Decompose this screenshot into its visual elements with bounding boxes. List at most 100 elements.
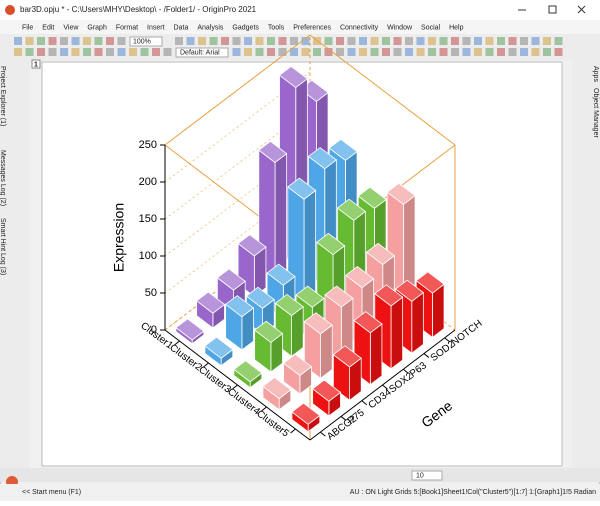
toolbar-button[interactable] bbox=[382, 37, 390, 45]
toolbar-button[interactable] bbox=[267, 48, 275, 56]
side-panel-tab[interactable]: Object Manager bbox=[592, 88, 599, 138]
toolbar-button[interactable] bbox=[14, 37, 22, 45]
menu-item[interactable]: Gadgets bbox=[232, 24, 259, 31]
maximize-button[interactable] bbox=[548, 5, 557, 14]
toolbar-button[interactable] bbox=[428, 48, 436, 56]
toolbar-button[interactable] bbox=[290, 48, 298, 56]
toolbar-button[interactable] bbox=[462, 37, 471, 45]
toolbar-button[interactable] bbox=[48, 37, 57, 45]
toolbar-button[interactable] bbox=[359, 37, 367, 45]
toolbar-button[interactable] bbox=[336, 48, 344, 56]
toolbar-button[interactable] bbox=[347, 37, 356, 45]
menu-item[interactable]: Help bbox=[449, 24, 464, 31]
toolbar-button[interactable] bbox=[198, 37, 206, 45]
toolbar-button[interactable] bbox=[152, 48, 160, 56]
toolbar-button[interactable] bbox=[244, 37, 252, 45]
toolbar-button[interactable] bbox=[25, 48, 34, 56]
toolbar-button[interactable] bbox=[485, 37, 494, 45]
toolbar-button[interactable] bbox=[37, 48, 45, 56]
toolbar-button[interactable] bbox=[543, 48, 551, 56]
toolbar-button[interactable] bbox=[129, 48, 137, 56]
toolbar-button[interactable] bbox=[244, 48, 252, 56]
menu-item[interactable]: Analysis bbox=[197, 24, 224, 31]
toolbar-button[interactable] bbox=[370, 37, 379, 45]
toolbar-button[interactable] bbox=[71, 37, 80, 45]
toolbar-button[interactable] bbox=[186, 37, 195, 45]
menu-item[interactable]: Insert bbox=[147, 24, 165, 31]
toolbar-button[interactable] bbox=[474, 37, 482, 45]
menu-item[interactable]: Connectivity bbox=[340, 24, 379, 31]
menu-item[interactable]: Preferences bbox=[293, 24, 331, 31]
toolbar-button[interactable] bbox=[94, 48, 103, 56]
toolbar-button[interactable] bbox=[462, 48, 471, 56]
toolbar-button[interactable] bbox=[428, 37, 436, 45]
toolbar-button[interactable] bbox=[301, 48, 310, 56]
toolbar-button[interactable] bbox=[117, 37, 126, 45]
toolbar-button[interactable] bbox=[405, 48, 413, 56]
toolbar-button[interactable] bbox=[439, 37, 448, 45]
toolbar-button[interactable] bbox=[324, 48, 333, 56]
menu-item[interactable]: Graph bbox=[87, 24, 107, 31]
toolbar-button[interactable] bbox=[416, 48, 425, 56]
menu-item[interactable]: Data bbox=[174, 24, 189, 31]
toolbar-button[interactable] bbox=[255, 37, 264, 45]
side-panel-tab[interactable]: Messages Log (2) bbox=[0, 150, 6, 206]
toolbar-button[interactable] bbox=[313, 48, 321, 56]
toolbar-button[interactable] bbox=[393, 37, 402, 45]
toolbar-button[interactable] bbox=[209, 37, 218, 45]
toolbar-button[interactable] bbox=[14, 48, 22, 56]
toolbar-button[interactable] bbox=[94, 37, 103, 45]
menu-item[interactable]: Tools bbox=[268, 24, 285, 31]
toolbar-button[interactable] bbox=[393, 48, 402, 56]
menu-item[interactable]: View bbox=[63, 24, 79, 31]
toolbar-button[interactable] bbox=[60, 37, 68, 45]
close-button[interactable] bbox=[577, 5, 586, 14]
toolbar-button[interactable] bbox=[232, 48, 241, 56]
toolbar-button[interactable] bbox=[278, 37, 287, 45]
toolbar-button[interactable] bbox=[83, 37, 91, 45]
side-panel-tab[interactable]: Smart Hint Log (3) bbox=[0, 218, 6, 275]
toolbar-button[interactable] bbox=[163, 48, 172, 56]
toolbar-button[interactable] bbox=[48, 48, 57, 56]
toolbar-button[interactable] bbox=[451, 48, 459, 56]
toolbar-button[interactable] bbox=[416, 37, 425, 45]
toolbar-button[interactable] bbox=[255, 48, 264, 56]
side-panel-tab[interactable]: Project Explorer (1) bbox=[0, 66, 6, 126]
toolbar-button[interactable] bbox=[497, 48, 505, 56]
toolbar-button[interactable] bbox=[71, 48, 80, 56]
toolbar-button[interactable] bbox=[370, 48, 379, 56]
toolbar-button[interactable] bbox=[554, 37, 563, 45]
toolbar-button[interactable] bbox=[554, 48, 563, 56]
toolbar-button[interactable] bbox=[485, 48, 494, 56]
toolbar-button[interactable] bbox=[336, 37, 344, 45]
toolbar-button[interactable] bbox=[278, 48, 287, 56]
toolbar-button[interactable] bbox=[324, 37, 333, 45]
toolbar-button[interactable] bbox=[439, 48, 448, 56]
toolbar-button[interactable] bbox=[313, 37, 321, 45]
menu-item[interactable]: File bbox=[22, 24, 33, 31]
toolbar-button[interactable] bbox=[232, 37, 241, 45]
side-panel-tab[interactable]: Apps bbox=[592, 66, 599, 82]
toolbar-button[interactable] bbox=[301, 37, 310, 45]
toolbar-button[interactable] bbox=[359, 48, 367, 56]
toolbar-button[interactable] bbox=[267, 37, 275, 45]
toolbar-button[interactable] bbox=[83, 48, 91, 56]
toolbar-button[interactable] bbox=[25, 37, 34, 45]
toolbar-button[interactable] bbox=[60, 48, 68, 56]
toolbar-button[interactable] bbox=[117, 48, 126, 56]
toolbar-button[interactable] bbox=[140, 48, 149, 56]
toolbar-button[interactable] bbox=[221, 37, 229, 45]
toolbar-button[interactable] bbox=[175, 37, 183, 45]
size-box[interactable] bbox=[411, 470, 443, 481]
toolbar-button[interactable] bbox=[508, 48, 517, 56]
toolbar-button[interactable] bbox=[508, 37, 517, 45]
menu-item[interactable]: Edit bbox=[42, 24, 54, 31]
menu-item[interactable]: Social bbox=[421, 24, 441, 31]
toolbar-button[interactable] bbox=[347, 48, 356, 56]
menu-item[interactable]: Window bbox=[387, 24, 413, 31]
toolbar-button[interactable] bbox=[520, 48, 528, 56]
toolbar-button[interactable] bbox=[531, 37, 540, 45]
toolbar-button[interactable] bbox=[382, 48, 390, 56]
toolbar-button[interactable] bbox=[37, 37, 45, 45]
toolbar-button[interactable] bbox=[531, 48, 540, 56]
